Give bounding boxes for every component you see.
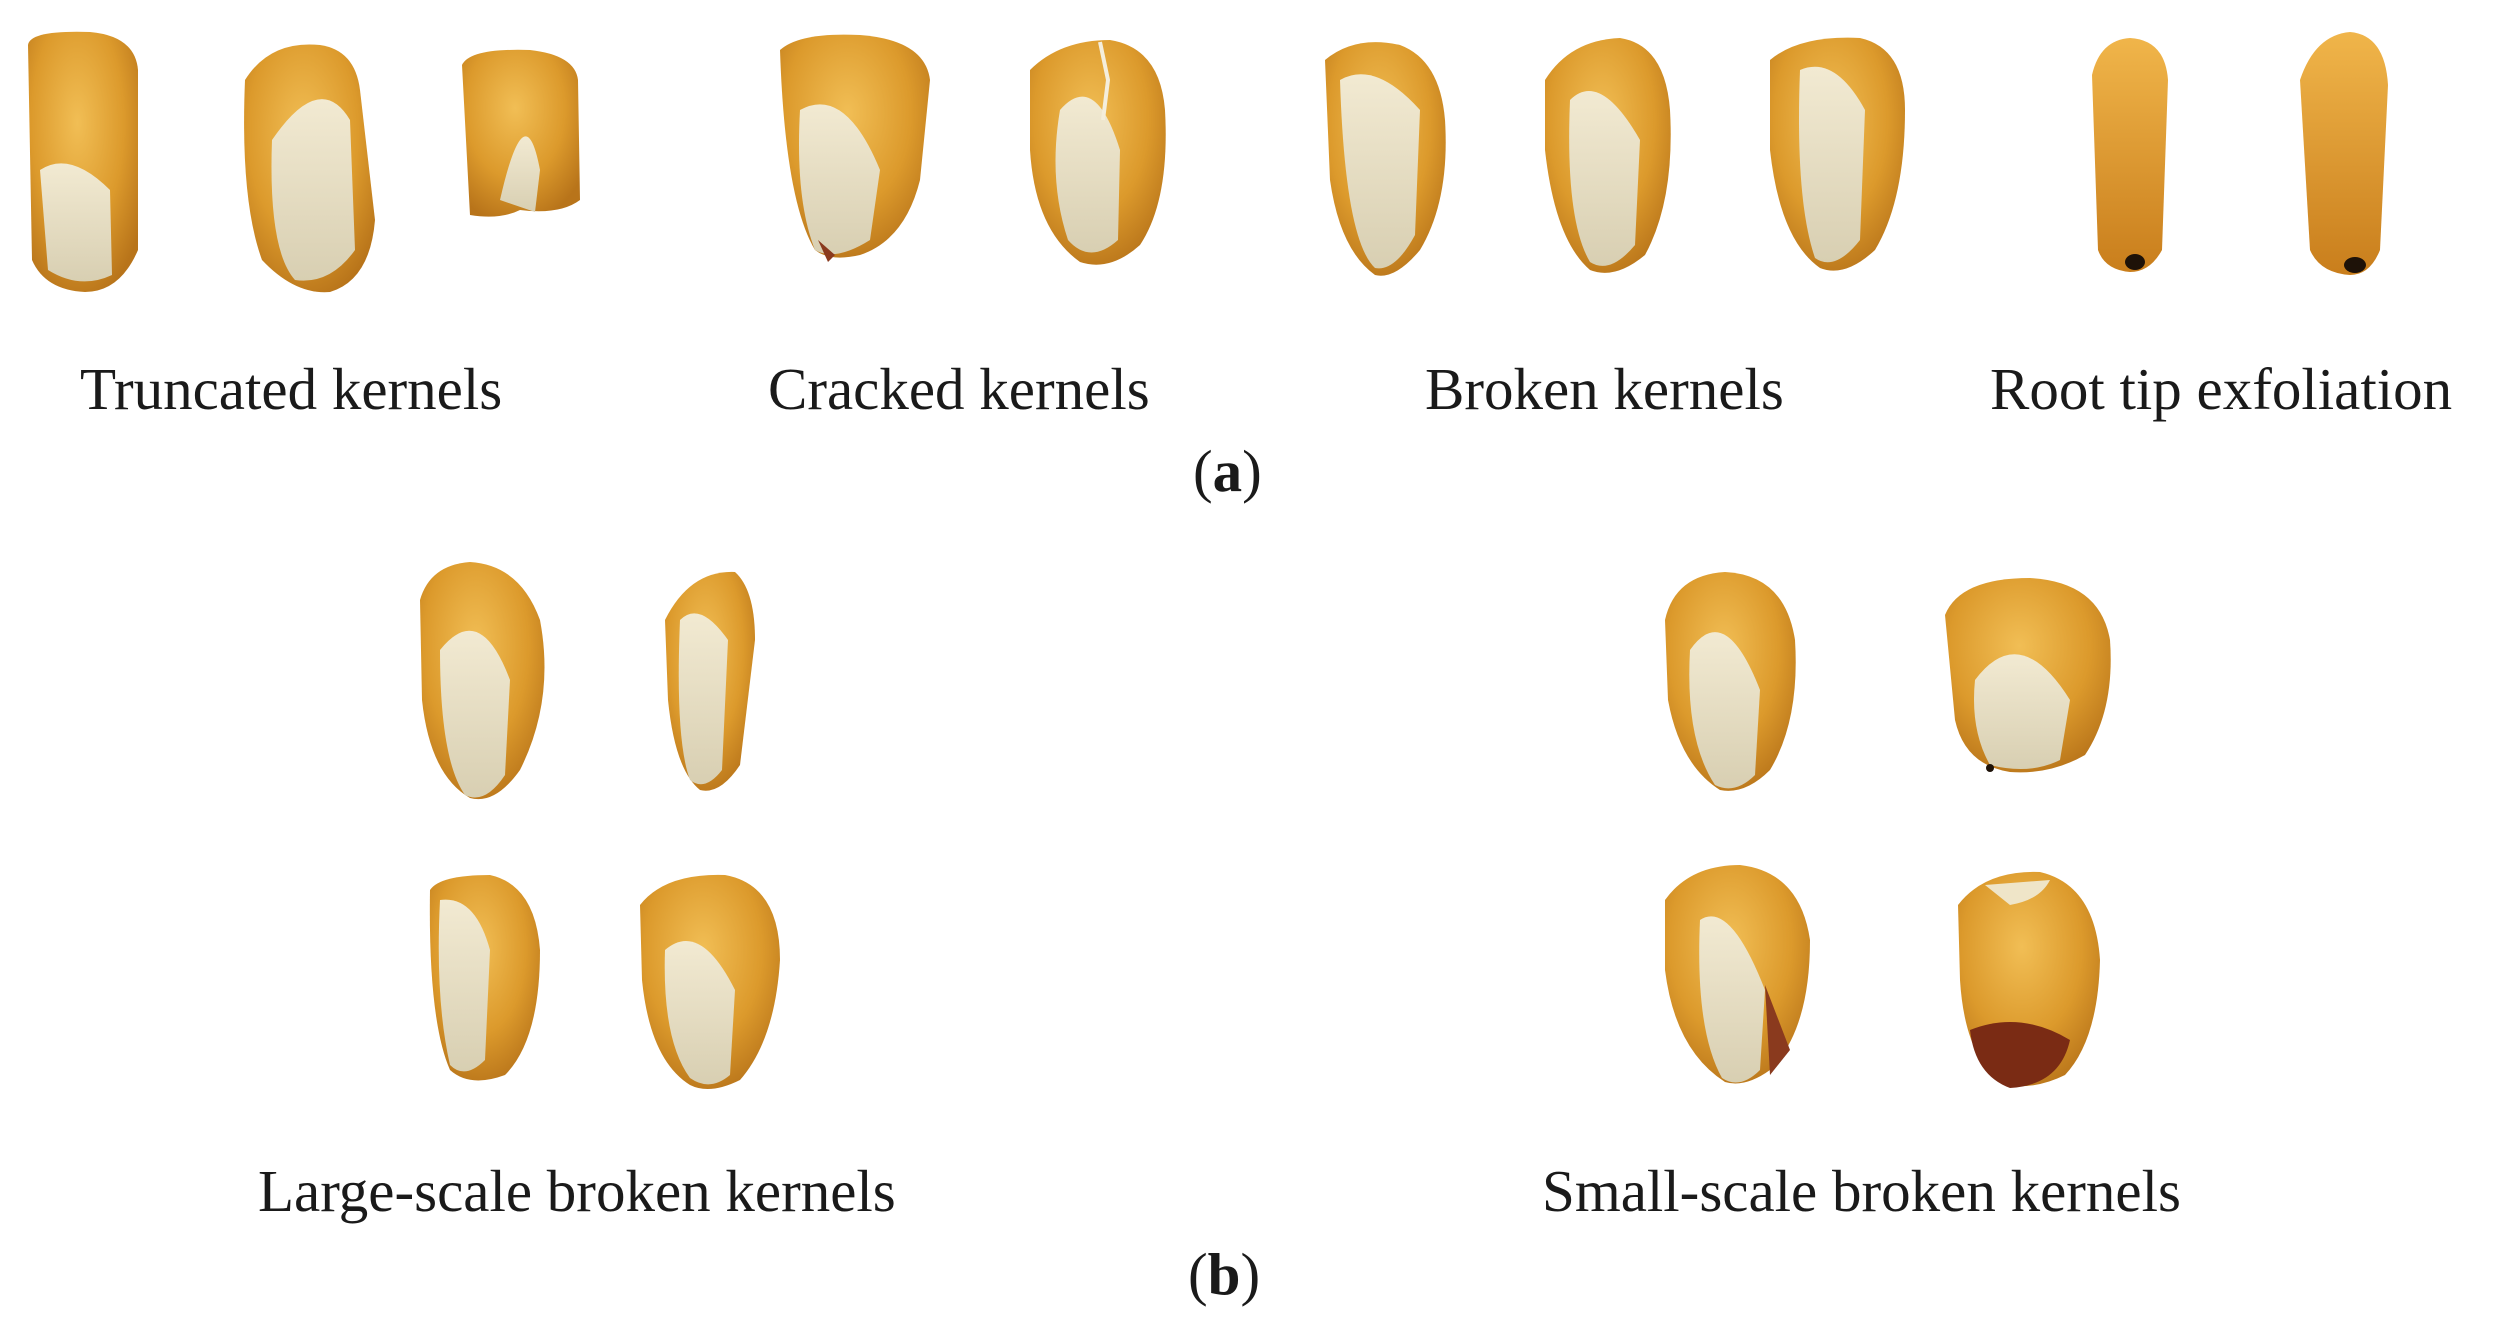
kernel-truncated-3 (462, 49, 580, 217)
kernel-large-scale-3 (429, 875, 540, 1081)
kernel-small-scale-1 (1665, 572, 1796, 791)
label-broken-kernels: Broken kernels (1425, 356, 1784, 422)
label-root-tip-exfoliation: Root tip exfoliation (1990, 356, 2453, 422)
kernel-large-scale-2 (665, 571, 755, 791)
kernel-broken-2 (1545, 38, 1671, 273)
panel-b-tag: (b) (1188, 1241, 1261, 1307)
label-truncated-kernels: Truncated kernels (80, 356, 503, 422)
kernel-cracked-2 (1030, 40, 1166, 265)
kernel-root-tip-1 (2092, 38, 2168, 272)
kernel-cracked-1 (780, 34, 930, 262)
panel-a-tag: (a) (1193, 438, 1262, 504)
label-small-scale-broken-kernels: Small-scale broken kernels (1542, 1158, 2181, 1224)
label-large-scale-broken-kernels: Large-scale broken kernels (258, 1158, 896, 1224)
kernel-root-tip-2 (2300, 32, 2388, 275)
kernel-small-scale-4 (1958, 871, 2100, 1088)
label-cracked-kernels: Cracked kernels (768, 356, 1150, 422)
kernel-small-scale-3 (1665, 865, 1810, 1084)
kernel-truncated-2 (244, 44, 375, 293)
kernel-broken-1 (1325, 42, 1446, 276)
kernel-small-scale-2 (1945, 578, 2111, 773)
kernel-broken-3 (1770, 37, 1905, 271)
kernel-large-scale-4 (640, 874, 780, 1089)
kernel-truncated-1 (28, 31, 138, 292)
kernel-large-scale-1 (420, 562, 545, 800)
